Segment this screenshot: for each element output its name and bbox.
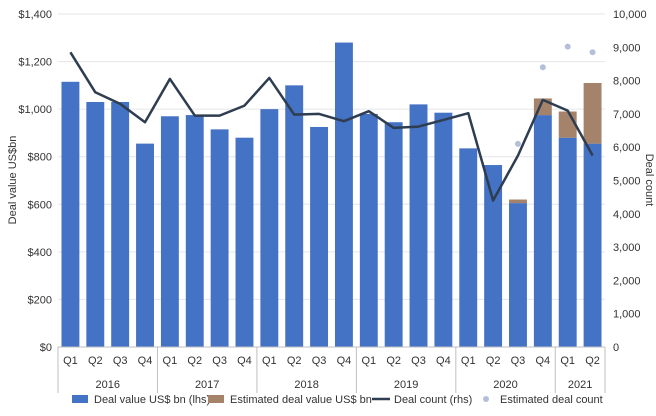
bar-deal-value xyxy=(583,143,602,347)
x-tick-label: Q2 xyxy=(386,355,401,367)
x-year-label: 2020 xyxy=(493,379,517,391)
legend-label: Deal count (rhs) xyxy=(394,394,472,406)
point-estimated-deal-count xyxy=(539,64,546,71)
bar-deal-value xyxy=(235,137,254,347)
y-right-tick-label: 8,000 xyxy=(613,76,641,88)
bar-deal-value xyxy=(86,102,105,347)
axes: $0 $200 $400 $600 $800 $1,000 $1,200 $1,400 0 1,0… xyxy=(18,9,647,393)
bar-deal-value xyxy=(285,85,304,347)
bar-deal-value xyxy=(334,42,353,348)
y-right-tick-label: 9,000 xyxy=(613,42,641,54)
bar-estimated-deal-value xyxy=(583,82,602,144)
y-right-tick-label: 4,000 xyxy=(613,209,641,221)
y-right-tick-label: 3,000 xyxy=(613,242,641,254)
x-tick-label: Q1 xyxy=(361,355,376,367)
y-left-tick-label: $600 xyxy=(28,199,52,211)
y-right-tick-label: 1,000 xyxy=(613,309,641,321)
legend: Deal value US$ bn (lhs) Estimated deal va… xyxy=(72,394,603,406)
bar-deal-value xyxy=(260,109,279,348)
y-right-tick-label: 6,000 xyxy=(613,142,641,154)
y-left-tick-label: $200 xyxy=(28,294,52,306)
point-estimated-deal-count xyxy=(589,49,596,56)
bar-deal-value xyxy=(210,129,229,347)
x-tick-label: Q4 xyxy=(237,355,252,367)
x-year-label: 2019 xyxy=(394,379,418,391)
x-tick-label: Q1 xyxy=(262,355,277,367)
x-year-label: 2016 xyxy=(95,379,119,391)
legend-swatch xyxy=(72,395,88,403)
point-series xyxy=(514,43,596,147)
x-tick-label: Q2 xyxy=(287,355,302,367)
x-tick-label: Q1 xyxy=(163,355,178,367)
bar-deal-value xyxy=(509,203,527,347)
line-deal-count xyxy=(69,51,594,202)
point-estimated-deal-count xyxy=(564,43,571,50)
bar-deal-value xyxy=(409,104,428,347)
bar-deal-value xyxy=(459,148,478,347)
bar-deal-value xyxy=(533,115,552,347)
y-right-tick-label: 5,000 xyxy=(613,176,641,188)
y-right-tick-label: 2,000 xyxy=(613,275,641,287)
bar-deal-value xyxy=(384,122,403,347)
x-year-label: 2017 xyxy=(195,379,219,391)
y-left-tick-label: $0 xyxy=(40,342,52,354)
bar-series xyxy=(61,42,602,348)
legend-label: Estimated deal count xyxy=(500,394,603,406)
x-year-label: 2021 xyxy=(568,379,592,391)
y-right-tick-label: 7,000 xyxy=(613,109,641,121)
bar-deal-value xyxy=(310,126,329,347)
x-tick-label: Q3 xyxy=(511,355,526,367)
x-tick-label: Q3 xyxy=(113,355,128,367)
legend-label: Deal value US$ bn (lhs) xyxy=(94,394,210,406)
x-tick-label: Q4 xyxy=(436,355,451,367)
x-tick-label: Q2 xyxy=(187,355,202,367)
point-estimated-deal-count xyxy=(514,140,521,147)
x-tick-label: Q4 xyxy=(535,355,550,367)
y-axis-left-label: Deal value US$bn xyxy=(7,136,19,225)
x-tick-label: Q1 xyxy=(560,355,575,367)
bar-deal-value xyxy=(160,116,179,348)
bar-deal-value xyxy=(558,137,577,347)
bar-deal-value xyxy=(111,102,130,347)
x-tick-label: Q4 xyxy=(138,355,153,367)
bar-estimated-deal-value xyxy=(509,199,527,204)
x-tick-label: Q2 xyxy=(585,355,600,367)
bar-estimated-deal-value xyxy=(558,111,577,138)
bar-deal-value xyxy=(185,115,204,347)
x-tick-label: Q1 xyxy=(63,355,78,367)
legend-label: Estimated deal value US$ bn xyxy=(230,394,372,406)
x-tick-label: Q2 xyxy=(486,355,501,367)
x-tick-label: Q3 xyxy=(411,355,426,367)
legend-swatch xyxy=(483,396,489,402)
x-tick-label: Q4 xyxy=(337,355,352,367)
y-axis-right-label: Deal count xyxy=(643,154,655,207)
x-tick-label: Q1 xyxy=(461,355,476,367)
x-tick-label: Q3 xyxy=(212,355,227,367)
legend-swatch xyxy=(208,395,224,403)
y-right-tick-label: 0 xyxy=(613,342,619,354)
bar-deal-value xyxy=(434,112,453,347)
y-left-tick-label: $1,200 xyxy=(18,57,52,69)
y-left-tick-label: $1,000 xyxy=(18,104,52,116)
y-left-tick-label: $800 xyxy=(28,152,52,164)
bar-deal-value xyxy=(484,165,503,347)
bar-deal-value xyxy=(359,113,378,348)
x-tick-label: Q3 xyxy=(312,355,327,367)
x-year-label: 2018 xyxy=(294,379,318,391)
bar-deal-value xyxy=(136,143,154,347)
x-tick-label: Q2 xyxy=(88,355,103,367)
y-left-tick-label: $400 xyxy=(28,247,52,259)
line-series xyxy=(69,51,594,202)
y-left-tick-label: $1,400 xyxy=(18,9,52,21)
bar-deal-value xyxy=(61,81,80,348)
y-right-tick-label: 10,000 xyxy=(613,9,647,21)
